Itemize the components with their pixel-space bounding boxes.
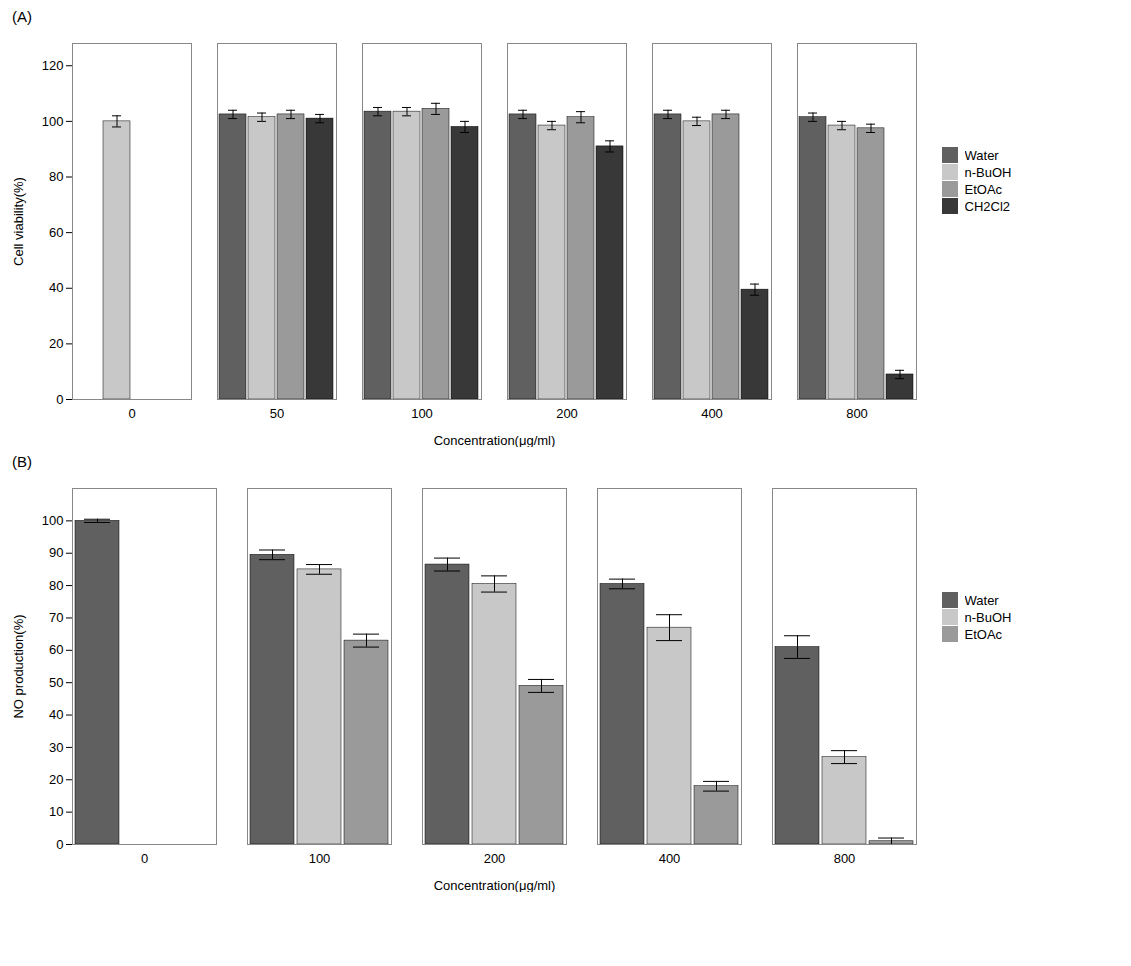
html-text:(B): (B)	[12, 453, 32, 470]
svg-text:80: 80	[49, 169, 63, 184]
svg-text:400: 400	[659, 851, 681, 866]
html-text:n-BuOH: n-BuOH	[964, 609, 1012, 625]
svg-text:0: 0	[56, 392, 63, 407]
svg-text:60: 60	[49, 225, 63, 240]
svg-text:40: 40	[49, 707, 63, 722]
html-text:n-BuOH: n-BuOH	[964, 164, 1012, 180]
svg-text:60: 60	[49, 642, 63, 657]
svg-text:200: 200	[556, 406, 578, 421]
svg-text:20: 20	[49, 336, 63, 351]
svg-text:30: 30	[49, 740, 63, 755]
svg-text:100: 100	[411, 406, 433, 421]
html-text:Water: Water	[964, 147, 999, 163]
svg-text:50: 50	[270, 406, 284, 421]
svg-text:90: 90	[49, 545, 63, 560]
svg-text:100: 100	[42, 513, 64, 528]
svg-text:40: 40	[49, 280, 63, 295]
svg-text:Concentration(μg/ml): Concentration(μg/ml)	[434, 878, 556, 893]
svg-text:120: 120	[42, 58, 64, 73]
svg-text:50: 50	[49, 675, 63, 690]
html-text:EtOAc: EtOAc	[964, 626, 1003, 642]
svg-text:800: 800	[834, 851, 856, 866]
svg-text:0: 0	[141, 851, 148, 866]
svg-text:Cell viability(%): Cell viability(%)	[11, 177, 26, 266]
svg-text:400: 400	[701, 406, 723, 421]
html-text:Water: Water	[964, 592, 999, 608]
svg-text:10: 10	[49, 804, 63, 819]
svg-text:80: 80	[49, 578, 63, 593]
svg-text:0: 0	[128, 406, 135, 421]
svg-text:NO production(%): NO production(%)	[11, 614, 26, 718]
svg-text:800: 800	[846, 406, 868, 421]
svg-text:70: 70	[49, 610, 63, 625]
html-text:CH2Cl2: CH2Cl2	[964, 198, 1010, 214]
svg-text:Concentration(μg/ml): Concentration(μg/ml)	[434, 433, 556, 448]
svg-text:200: 200	[484, 851, 506, 866]
html-text:(A): (A)	[12, 8, 32, 25]
svg-text:0: 0	[56, 837, 63, 852]
html-text:EtOAc: EtOAc	[964, 181, 1003, 197]
svg-text:100: 100	[42, 114, 64, 129]
svg-text:100: 100	[309, 851, 331, 866]
svg-text:20: 20	[49, 772, 63, 787]
